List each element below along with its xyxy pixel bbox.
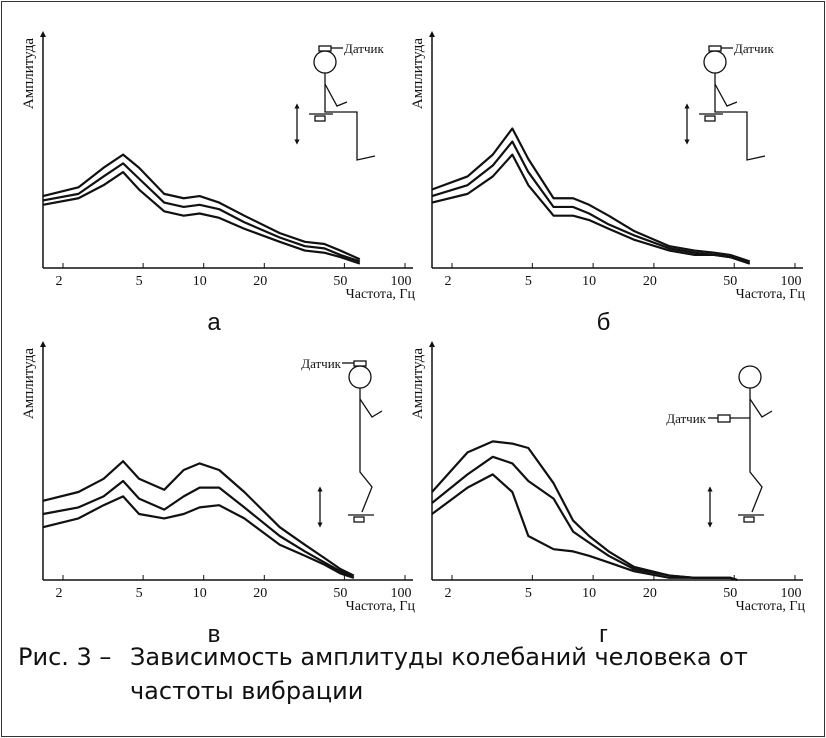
y-axis-label: Амплитуда: [21, 348, 37, 419]
y-axis-label: Амплитуда: [410, 38, 426, 109]
figure-body: [359, 388, 373, 513]
seat-base: [314, 115, 326, 122]
sensor: [353, 360, 367, 367]
figure-head: [703, 50, 727, 74]
figure-head: [738, 365, 762, 389]
sensor-label: Датчик: [666, 411, 706, 426]
x-tick-label: 20: [643, 274, 657, 289]
x-tick-label: 50: [333, 274, 347, 289]
panel: Амплитуда Частота, Гц 2 5 10 20 50 100 Датчик в: [21, 341, 416, 648]
curve: [431, 473, 738, 582]
x-tick-label: 10: [582, 586, 596, 601]
curve: [431, 455, 738, 582]
curve: [431, 127, 751, 263]
x-tick-label: 10: [193, 274, 207, 289]
x-tick-label: 2: [56, 586, 63, 601]
sensor: [318, 45, 332, 52]
x-axis-label: Частота, Гц: [346, 599, 416, 614]
x-axis-label: Частота, Гц: [736, 287, 806, 302]
figure-body: [324, 73, 376, 161]
figure-body: [714, 73, 766, 161]
x-tick-label: 5: [525, 274, 532, 289]
x-tick-label: 100: [391, 274, 412, 289]
sensor-label: Датчик: [301, 356, 341, 371]
x-tick-label: 10: [582, 274, 596, 289]
x-tick-label: 2: [445, 274, 452, 289]
x-tick-label: 20: [643, 586, 657, 601]
figure-head: [313, 50, 337, 74]
x-tick-label: 2: [445, 586, 452, 601]
y-axis-label: Амплитуда: [21, 38, 37, 109]
curve: [42, 460, 355, 577]
figure-body: [749, 388, 763, 513]
x-tick-label: 5: [136, 274, 143, 289]
panel-label: в: [208, 621, 221, 648]
curve: [431, 440, 738, 582]
panel: Амплитуда Частота, Гц 2 5 10 20 50 100 Датчик а: [21, 31, 416, 336]
x-axis-label: Частота, Гц: [736, 599, 806, 614]
x-tick-label: 50: [333, 586, 347, 601]
sensor-label: Датчик: [344, 41, 384, 56]
x-tick-label: 2: [56, 274, 63, 289]
x-tick-label: 20: [253, 586, 267, 601]
x-tick-label: 100: [781, 274, 802, 289]
platform-base: [743, 516, 755, 523]
caption-label: Рис. 3 –: [18, 643, 112, 671]
curve: [42, 153, 361, 261]
sensor-label: Датчик: [734, 41, 774, 56]
figure-arm: [749, 398, 773, 418]
x-axis-label: Частота, Гц: [346, 287, 416, 302]
curve: [431, 153, 751, 265]
caption-text: Зависимость амплитуды колебаний человека…: [130, 643, 748, 705]
figure-arm: [324, 83, 348, 107]
panel: Амплитуда Частота, Гц 2 5 10 20 50 100 Датчик б: [410, 31, 806, 336]
sensor: [708, 45, 722, 52]
x-tick-label: 50: [723, 274, 737, 289]
curve: [42, 162, 361, 263]
x-tick-label: 10: [193, 586, 207, 601]
panel-label: г: [599, 621, 608, 648]
figure-arm: [714, 83, 738, 107]
x-tick-label: 50: [723, 586, 737, 601]
x-tick-label: 20: [253, 274, 267, 289]
x-tick-label: 100: [391, 586, 412, 601]
sensor: [717, 414, 731, 423]
curve: [42, 495, 355, 579]
panel-label: б: [597, 309, 611, 336]
x-tick-label: 5: [136, 586, 143, 601]
platform-base: [353, 516, 365, 523]
curve: [431, 140, 751, 265]
figure-head: [348, 365, 372, 389]
curve: [42, 170, 361, 265]
y-axis-label: Амплитуда: [410, 348, 426, 419]
curve: [42, 479, 355, 579]
figure-arm: [359, 398, 383, 418]
x-tick-label: 5: [525, 586, 532, 601]
x-tick-label: 100: [781, 586, 802, 601]
panel: Амплитуда Частота, Гц 2 5 10 20 50 100 Датчик г: [410, 341, 806, 648]
panel-label: а: [207, 309, 221, 336]
seat-base: [704, 115, 716, 122]
